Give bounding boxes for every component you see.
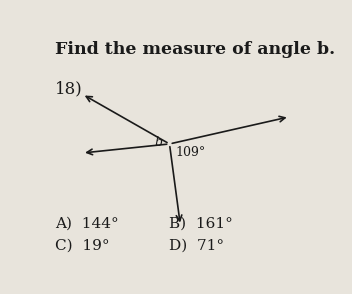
Text: A)  144°: A) 144° [55,216,119,230]
Text: C)  19°: C) 19° [55,239,109,253]
Text: Find the measure of angle b.: Find the measure of angle b. [55,41,335,58]
Text: B)  161°: B) 161° [170,216,233,230]
Text: 109°: 109° [176,146,206,159]
Text: 18): 18) [55,81,83,98]
Text: D)  71°: D) 71° [170,239,225,253]
Text: b: b [155,136,163,149]
